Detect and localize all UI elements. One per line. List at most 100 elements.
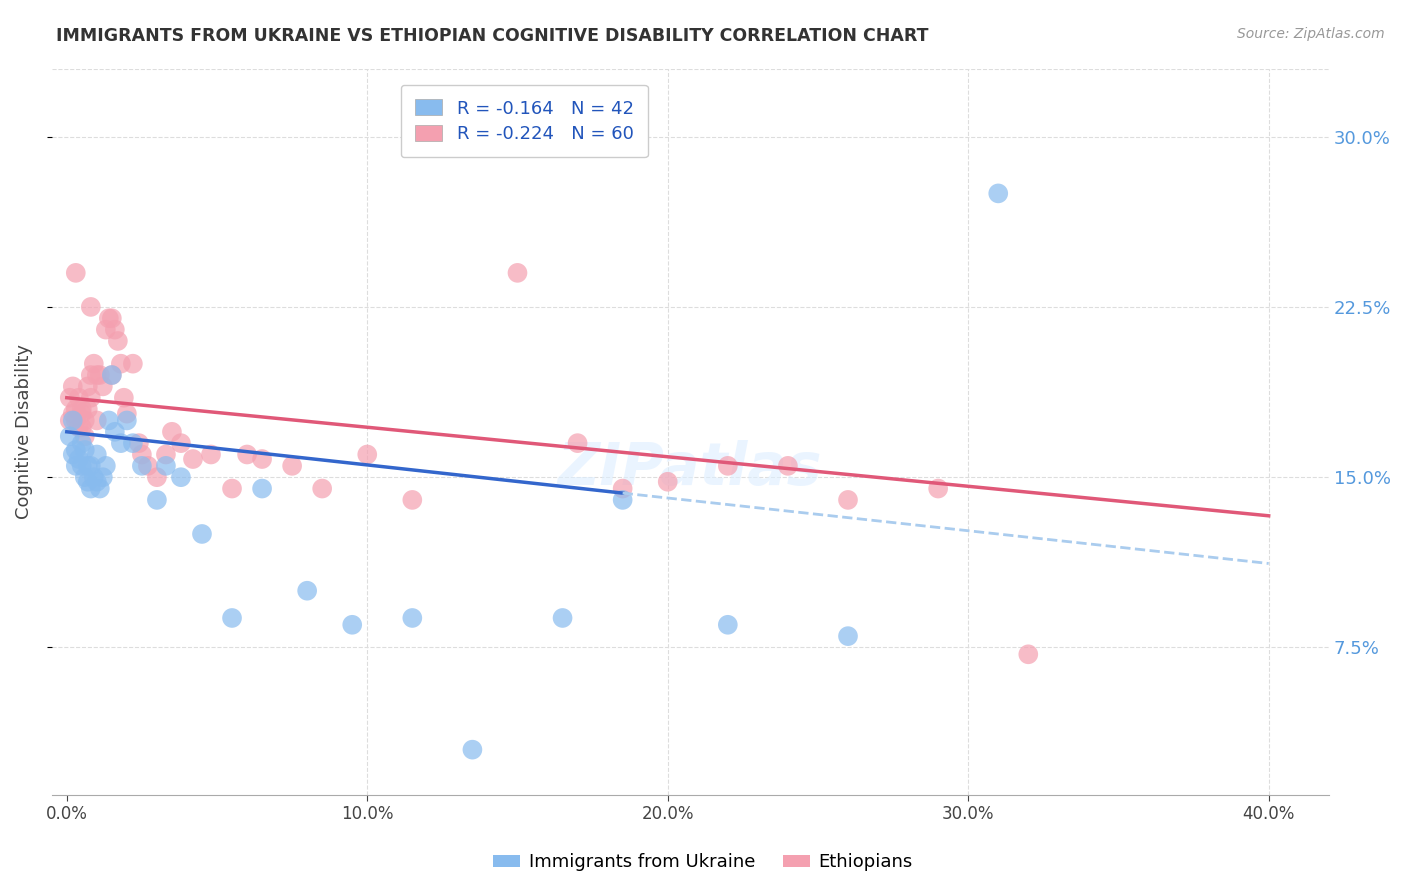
- Point: [160, 425, 183, 439]
- Point: [136, 458, 159, 473]
- Point: [115, 413, 138, 427]
- Point: [94, 458, 117, 473]
- Legend: R = -0.164   N = 42, R = -0.224   N = 60: R = -0.164 N = 42, R = -0.224 N = 60: [401, 85, 648, 158]
- Point: [236, 448, 259, 462]
- Legend: Immigrants from Ukraine, Ethiopians: Immigrants from Ukraine, Ethiopians: [486, 847, 920, 879]
- Point: [311, 482, 333, 496]
- Point: [146, 470, 169, 484]
- Y-axis label: Cognitive Disability: Cognitive Disability: [15, 344, 32, 519]
- Point: [170, 436, 193, 450]
- Point: [73, 470, 96, 484]
- Point: [927, 482, 949, 496]
- Point: [567, 436, 589, 450]
- Point: [717, 458, 740, 473]
- Point: [67, 420, 90, 434]
- Point: [1017, 648, 1039, 662]
- Point: [80, 458, 103, 473]
- Point: [221, 611, 243, 625]
- Point: [97, 413, 120, 427]
- Point: [86, 368, 108, 382]
- Point: [80, 368, 103, 382]
- Point: [110, 436, 132, 450]
- Point: [65, 458, 87, 473]
- Point: [281, 458, 304, 473]
- Point: [221, 482, 243, 496]
- Point: [62, 413, 84, 427]
- Point: [776, 458, 799, 473]
- Point: [59, 413, 82, 427]
- Point: [97, 311, 120, 326]
- Point: [67, 391, 90, 405]
- Point: [191, 527, 214, 541]
- Point: [122, 357, 145, 371]
- Point: [461, 141, 484, 155]
- Point: [717, 617, 740, 632]
- Point: [356, 448, 378, 462]
- Point: [104, 425, 127, 439]
- Point: [65, 413, 87, 427]
- Point: [110, 357, 132, 371]
- Point: [115, 407, 138, 421]
- Point: [101, 368, 124, 382]
- Point: [461, 742, 484, 756]
- Point: [91, 470, 114, 484]
- Point: [657, 475, 679, 489]
- Point: [112, 391, 135, 405]
- Text: ZIPatlas: ZIPatlas: [558, 440, 823, 497]
- Point: [200, 448, 222, 462]
- Point: [551, 611, 574, 625]
- Point: [70, 420, 93, 434]
- Point: [80, 391, 103, 405]
- Point: [76, 379, 98, 393]
- Point: [250, 482, 273, 496]
- Point: [506, 266, 529, 280]
- Point: [612, 482, 634, 496]
- Point: [837, 492, 859, 507]
- Point: [101, 368, 124, 382]
- Point: [837, 629, 859, 643]
- Point: [155, 448, 177, 462]
- Text: IMMIGRANTS FROM UKRAINE VS ETHIOPIAN COGNITIVE DISABILITY CORRELATION CHART: IMMIGRANTS FROM UKRAINE VS ETHIOPIAN COG…: [56, 27, 929, 45]
- Point: [62, 379, 84, 393]
- Point: [89, 482, 111, 496]
- Point: [70, 407, 93, 421]
- Point: [170, 470, 193, 484]
- Point: [65, 266, 87, 280]
- Point: [76, 402, 98, 417]
- Point: [250, 452, 273, 467]
- Point: [73, 442, 96, 457]
- Point: [181, 452, 204, 467]
- Point: [401, 611, 423, 625]
- Point: [295, 583, 318, 598]
- Point: [65, 442, 87, 457]
- Point: [86, 413, 108, 427]
- Point: [86, 448, 108, 462]
- Point: [128, 436, 150, 450]
- Point: [155, 458, 177, 473]
- Point: [94, 323, 117, 337]
- Point: [146, 492, 169, 507]
- Point: [59, 391, 82, 405]
- Point: [83, 470, 105, 484]
- Point: [80, 482, 103, 496]
- Point: [104, 323, 127, 337]
- Point: [101, 311, 124, 326]
- Point: [86, 475, 108, 489]
- Point: [70, 436, 93, 450]
- Text: Source: ZipAtlas.com: Source: ZipAtlas.com: [1237, 27, 1385, 41]
- Point: [73, 413, 96, 427]
- Point: [131, 458, 153, 473]
- Point: [987, 186, 1010, 201]
- Point: [131, 448, 153, 462]
- Point: [91, 379, 114, 393]
- Point: [62, 448, 84, 462]
- Point: [70, 458, 93, 473]
- Point: [89, 368, 111, 382]
- Point: [83, 357, 105, 371]
- Point: [401, 492, 423, 507]
- Point: [62, 407, 84, 421]
- Point: [67, 452, 90, 467]
- Point: [70, 402, 93, 417]
- Point: [76, 458, 98, 473]
- Point: [59, 429, 82, 443]
